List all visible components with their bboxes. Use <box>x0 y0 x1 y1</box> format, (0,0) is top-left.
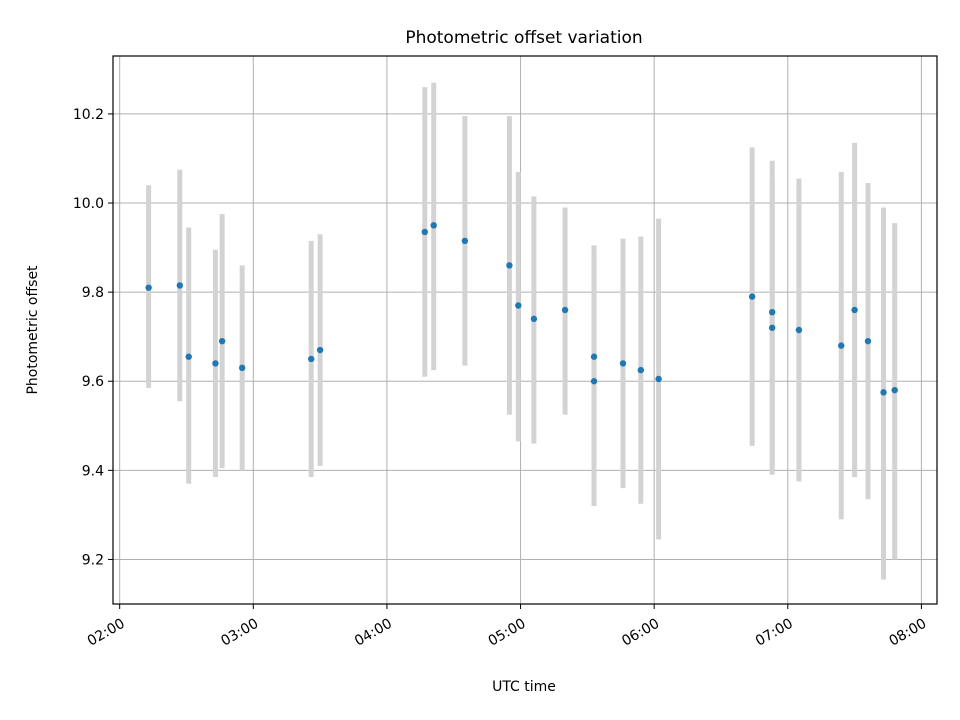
data-point <box>619 360 627 367</box>
data-point <box>218 337 226 345</box>
data-point <box>506 262 513 269</box>
data-point <box>238 364 246 372</box>
y-tick-label: 10.0 <box>73 196 104 212</box>
y-tick-label: 9.8 <box>82 285 104 301</box>
data-point <box>145 284 152 291</box>
y-axis-label: Photometric offset <box>25 265 41 395</box>
data-point <box>851 306 858 314</box>
data-point <box>655 375 662 383</box>
data-point <box>769 308 776 316</box>
data-point <box>316 346 324 354</box>
y-tick-label: 9.2 <box>82 552 104 568</box>
data-point <box>308 355 315 363</box>
data-point <box>561 306 569 314</box>
data-point <box>185 353 192 360</box>
y-axis: 9.2 9.4 9.6 9.8 10.0 10.2 <box>73 107 113 568</box>
data-point <box>637 366 645 374</box>
data-point <box>176 282 184 289</box>
data-point <box>769 324 776 331</box>
plot-frame <box>112 55 938 605</box>
data-points <box>145 222 898 396</box>
data-point <box>864 337 872 345</box>
data-point <box>590 378 598 385</box>
data-point <box>212 360 219 367</box>
y-tick-label: 10.2 <box>73 107 104 123</box>
data-point <box>590 353 598 360</box>
data-point <box>430 222 437 229</box>
y-tick-label: 9.6 <box>82 374 104 390</box>
data-point <box>838 342 845 349</box>
data-point <box>515 302 522 309</box>
data-point <box>421 228 428 236</box>
data-point <box>530 315 538 323</box>
data-point <box>880 389 887 396</box>
data-point <box>461 237 469 245</box>
y-tick-label: 9.4 <box>82 463 104 479</box>
data-point <box>891 386 898 394</box>
data-point <box>795 326 803 334</box>
chart-title: Photometric offset variation <box>405 28 642 48</box>
x-axis-label: UTC time <box>492 679 556 695</box>
data-point <box>748 293 756 300</box>
